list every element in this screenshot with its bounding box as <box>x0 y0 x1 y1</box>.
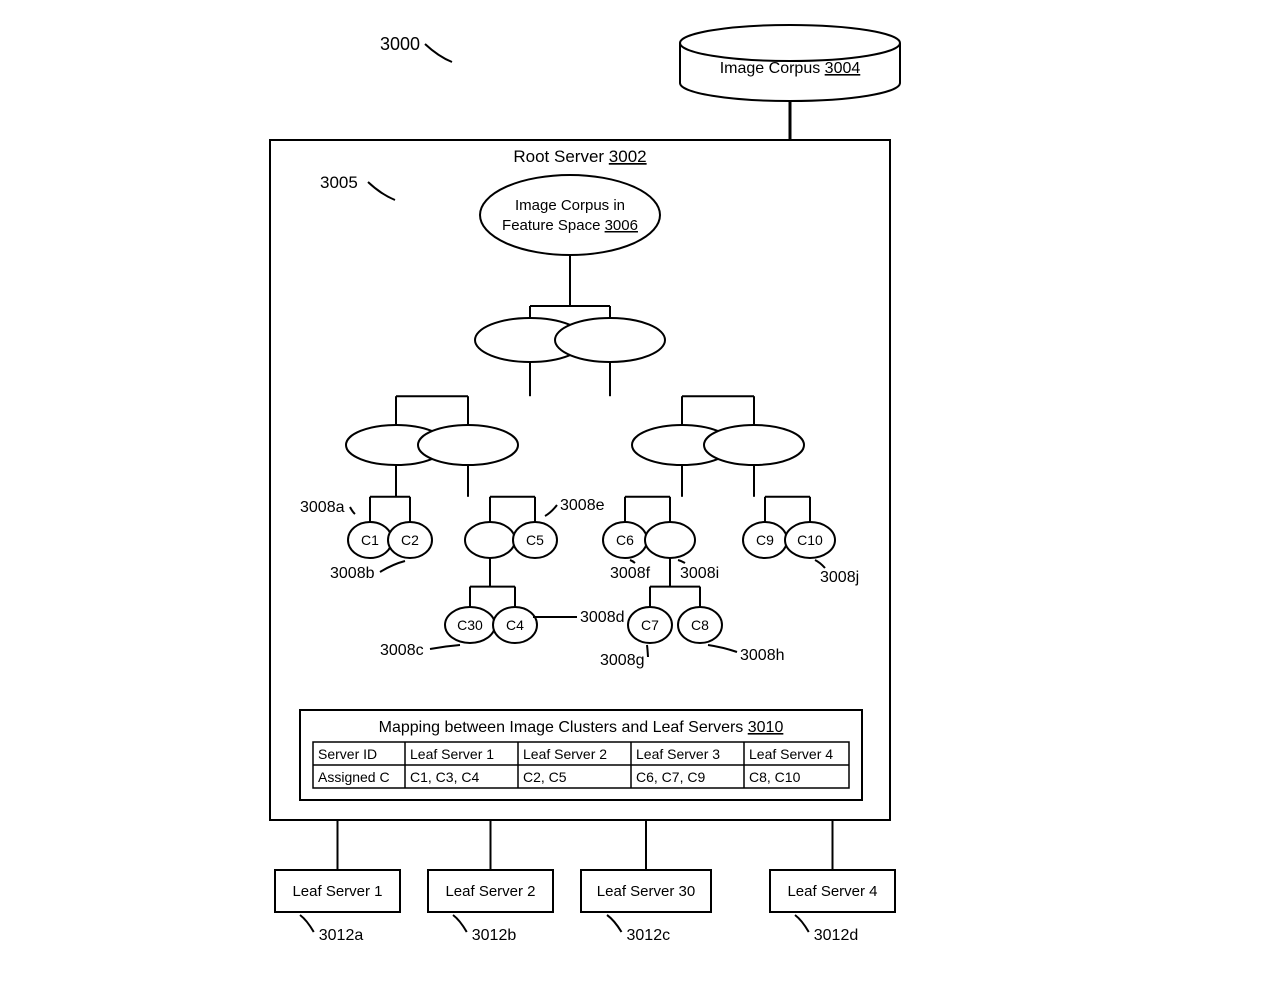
svg-text:Feature Space 3006: Feature Space 3006 <box>502 217 638 234</box>
svg-text:Server ID: Server ID <box>318 746 377 762</box>
svg-text:C6: C6 <box>616 532 634 548</box>
svg-text:3008h: 3008h <box>740 647 785 664</box>
system-diagram: 3000 Image Corpus 3004 Root Server 3002 300… <box>0 0 1288 993</box>
svg-text:C1, C3, C4: C1, C3, C4 <box>410 769 479 785</box>
svg-text:3005: 3005 <box>320 173 358 192</box>
svg-text:3008j: 3008j <box>820 569 859 586</box>
svg-text:3008e: 3008e <box>560 497 605 514</box>
svg-text:3008b: 3008b <box>330 565 375 582</box>
svg-text:3008i: 3008i <box>680 565 719 582</box>
svg-text:C2, C5: C2, C5 <box>523 769 567 785</box>
svg-text:3000: 3000 <box>380 34 420 54</box>
svg-text:3012c: 3012c <box>627 927 671 944</box>
svg-text:3008c: 3008c <box>380 642 424 659</box>
svg-text:Leaf Server 1: Leaf Server 1 <box>410 746 494 762</box>
svg-text:C5: C5 <box>526 532 544 548</box>
svg-text:C9: C9 <box>756 532 774 548</box>
svg-text:Root Server 3002: Root Server 3002 <box>513 147 646 166</box>
svg-text:3008d: 3008d <box>580 609 625 626</box>
svg-text:C10: C10 <box>797 532 823 548</box>
svg-text:Leaf Server 2: Leaf Server 2 <box>523 746 607 762</box>
svg-text:3008a: 3008a <box>300 499 345 516</box>
svg-text:3012b: 3012b <box>472 927 517 944</box>
svg-text:Image Corpus 3004: Image Corpus 3004 <box>720 60 861 77</box>
svg-text:C6, C7, C9: C6, C7, C9 <box>636 769 705 785</box>
svg-text:3012d: 3012d <box>814 927 859 944</box>
svg-text:C4: C4 <box>506 617 524 633</box>
svg-text:C30: C30 <box>457 617 483 633</box>
svg-text:C2: C2 <box>401 532 419 548</box>
svg-text:3008g: 3008g <box>600 652 645 669</box>
svg-text:Leaf Server 4: Leaf Server 4 <box>749 746 833 762</box>
svg-text:C7: C7 <box>641 617 659 633</box>
svg-text:Leaf Server 1: Leaf Server 1 <box>292 883 382 900</box>
svg-text:3012a: 3012a <box>319 927 364 944</box>
svg-text:Leaf Server 4: Leaf Server 4 <box>787 883 877 900</box>
svg-text:C8: C8 <box>691 617 709 633</box>
svg-text:Leaf Server 30: Leaf Server 30 <box>597 883 695 900</box>
svg-text:C8, C10: C8, C10 <box>749 769 801 785</box>
svg-text:Assigned C: Assigned C <box>318 769 390 785</box>
svg-text:C1: C1 <box>361 532 379 548</box>
svg-text:Leaf Server 2: Leaf Server 2 <box>445 883 535 900</box>
svg-text:Image Corpus in: Image Corpus in <box>515 197 625 214</box>
svg-text:Leaf Server 3: Leaf Server 3 <box>636 746 720 762</box>
svg-text:Mapping between Image Clusters: Mapping between Image Clusters and Leaf … <box>379 719 784 736</box>
svg-text:3008f: 3008f <box>610 565 651 582</box>
